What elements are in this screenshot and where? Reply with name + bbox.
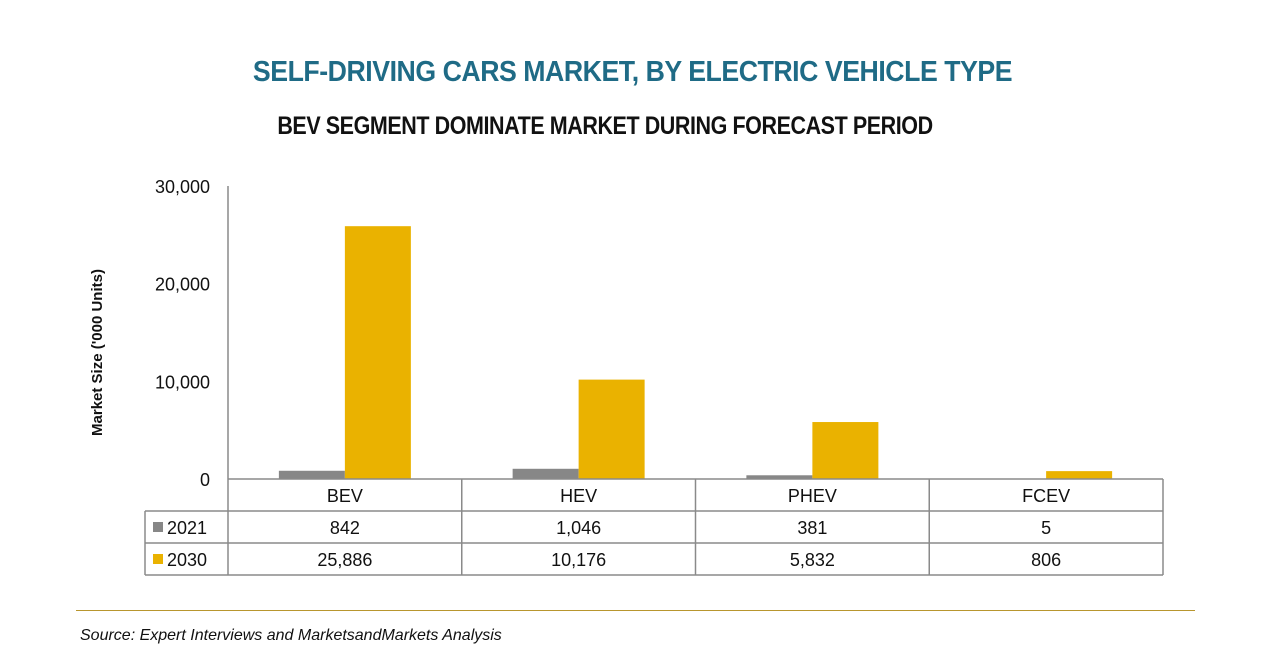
x-category-label: BEV (327, 486, 363, 506)
y-tick-label: 10,000 (155, 372, 210, 392)
bar-2030-hev (578, 379, 645, 479)
data-cell-2021: 842 (330, 518, 360, 538)
data-cell-2021: 5 (1041, 518, 1051, 538)
source-note: Source: Expert Interviews and Marketsand… (80, 627, 502, 644)
data-cell-2030: 806 (1031, 550, 1061, 570)
chart-subtitle: BEV SEGMENT DOMINATE MARKET DURING FOREC… (277, 112, 933, 140)
y-tick-label: 0 (200, 470, 210, 490)
bar-2030-bev (344, 226, 411, 479)
legend-label-2021: 2021 (167, 518, 207, 538)
y-tick-label: 30,000 (155, 177, 210, 197)
data-cell-2030: 25,886 (317, 550, 372, 570)
footer-divider (76, 610, 1195, 611)
x-category-label: FCEV (1022, 486, 1070, 506)
bar-2021-phev (746, 475, 813, 479)
legend-label-2030: 2030 (167, 550, 207, 570)
bar-2030-fcev (1046, 471, 1113, 479)
bar-2030-phev (812, 422, 879, 479)
y-axis-title: Market Size ('000 Units) (89, 269, 106, 436)
chart-title: SELF-DRIVING CARS MARKET, BY ELECTRIC VE… (252, 56, 1013, 88)
data-cell-2030: 5,832 (790, 550, 835, 570)
x-category-label: HEV (560, 486, 597, 506)
x-category-label: PHEV (788, 486, 837, 506)
legend-swatch-2030 (153, 554, 163, 564)
bar-2021-bev (278, 470, 345, 479)
data-cell-2030: 10,176 (551, 550, 606, 570)
data-cell-2021: 1,046 (556, 518, 601, 538)
y-tick-label: 20,000 (155, 275, 210, 295)
bar-2021-hev (512, 468, 579, 479)
legend-swatch-2021 (153, 522, 163, 532)
data-cell-2021: 381 (797, 518, 827, 538)
